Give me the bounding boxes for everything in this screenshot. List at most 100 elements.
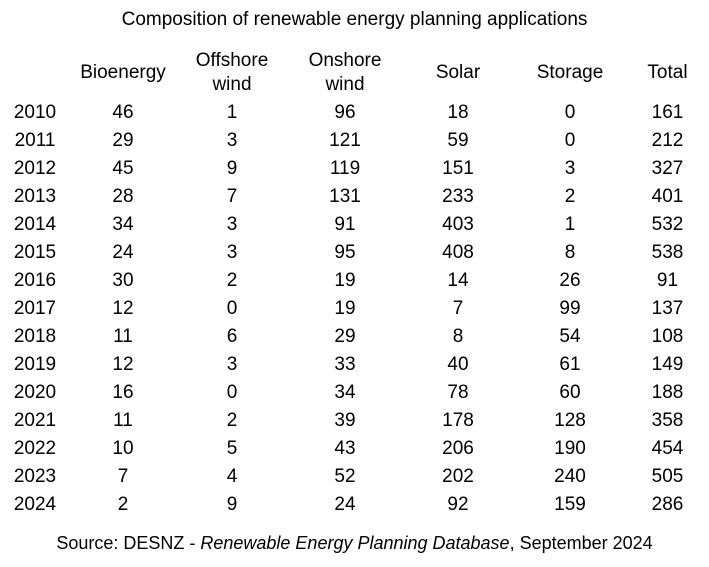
year-cell: 2011 bbox=[14, 130, 56, 151]
value-cell: 327 bbox=[651, 158, 684, 179]
year-cell: 2016 bbox=[13, 270, 57, 291]
source-prefix: Source: DESNZ - bbox=[56, 533, 201, 553]
value-cell: 188 bbox=[651, 382, 684, 403]
year-cell: 2022 bbox=[13, 438, 57, 459]
year-cell: 2017 bbox=[13, 298, 57, 319]
data-table: Bioenergy Offshore wind Onshore wind Sol… bbox=[0, 47, 709, 519]
value-cell: 128 bbox=[554, 410, 586, 431]
year-cell: 2015 bbox=[13, 242, 57, 263]
value-cell: 3 bbox=[226, 242, 238, 263]
value-cell: 212 bbox=[651, 130, 684, 151]
year-cell: 2012 bbox=[13, 158, 57, 179]
value-cell: 206 bbox=[442, 438, 474, 459]
value-cell: 9 bbox=[226, 158, 238, 179]
col-header-storage: Storage bbox=[536, 62, 604, 83]
value-cell: 3 bbox=[564, 158, 576, 179]
table-body: 2010 46 1 96 18 0 161 2011 29 3 121 59 0 212 2012 45 9 11… bbox=[0, 99, 709, 519]
year-cell: 2023 bbox=[13, 466, 57, 487]
value-cell: 19 bbox=[334, 298, 356, 319]
value-cell: 59 bbox=[447, 130, 469, 151]
year-cell: 2010 bbox=[13, 102, 57, 123]
table-row: 2022 10 5 43 206 190 454 bbox=[0, 435, 709, 463]
value-cell: 30 bbox=[112, 270, 134, 291]
value-cell: 0 bbox=[226, 298, 238, 319]
value-cell: 12 bbox=[112, 298, 134, 319]
value-cell: 6 bbox=[226, 326, 238, 347]
value-cell: 61 bbox=[559, 354, 581, 375]
value-cell: 29 bbox=[112, 130, 134, 151]
year-cell: 2013 bbox=[13, 186, 57, 207]
year-cell: 2019 bbox=[13, 354, 57, 375]
table-row: 2013 28 7 131 233 2 401 bbox=[0, 183, 709, 211]
value-cell: 0 bbox=[226, 382, 238, 403]
value-cell: 10 bbox=[112, 438, 134, 459]
value-cell: 28 bbox=[112, 186, 134, 207]
value-cell: 408 bbox=[442, 242, 474, 263]
value-cell: 401 bbox=[651, 186, 684, 207]
value-cell: 7 bbox=[226, 186, 238, 207]
value-cell: 358 bbox=[651, 410, 684, 431]
value-cell: 52 bbox=[334, 466, 356, 487]
value-cell: 505 bbox=[651, 466, 684, 487]
source-suffix: , September 2024 bbox=[509, 533, 653, 553]
col-header-onshore-wind: Onshore wind bbox=[308, 50, 382, 95]
col-header-bioenergy: Bioenergy bbox=[80, 62, 166, 83]
value-cell: 2 bbox=[564, 186, 576, 207]
table-row: 2016 30 2 19 14 26 91 bbox=[0, 267, 709, 295]
value-cell: 91 bbox=[334, 214, 356, 235]
value-cell: 11 bbox=[113, 410, 133, 431]
value-cell: 3 bbox=[226, 214, 238, 235]
value-cell: 92 bbox=[447, 494, 469, 515]
year-cell: 2020 bbox=[13, 382, 57, 403]
value-cell: 0 bbox=[564, 130, 576, 151]
header-row: Bioenergy Offshore wind Onshore wind Sol… bbox=[0, 47, 709, 99]
value-cell: 0 bbox=[564, 102, 576, 123]
value-cell: 149 bbox=[651, 354, 684, 375]
value-cell: 5 bbox=[226, 438, 238, 459]
value-cell: 19 bbox=[334, 270, 356, 291]
value-cell: 538 bbox=[651, 242, 684, 263]
value-cell: 7 bbox=[117, 466, 129, 487]
value-cell: 60 bbox=[559, 382, 581, 403]
value-cell: 1 bbox=[226, 102, 238, 123]
value-cell: 18 bbox=[447, 102, 469, 123]
value-cell: 4 bbox=[226, 466, 238, 487]
value-cell: 9 bbox=[226, 494, 238, 515]
value-cell: 286 bbox=[651, 494, 684, 515]
value-cell: 161 bbox=[651, 102, 684, 123]
value-cell: 151 bbox=[442, 158, 474, 179]
table-row: 2023 7 4 52 202 240 505 bbox=[0, 463, 709, 491]
value-cell: 2 bbox=[226, 410, 238, 431]
value-cell: 108 bbox=[651, 326, 684, 347]
table-row: 2017 12 0 19 7 99 137 bbox=[0, 295, 709, 323]
value-cell: 96 bbox=[334, 102, 356, 123]
value-cell: 233 bbox=[442, 186, 474, 207]
chart-title: Composition of renewable energy planning… bbox=[121, 9, 588, 30]
value-cell: 54 bbox=[559, 326, 581, 347]
value-cell: 178 bbox=[442, 410, 474, 431]
table-row: 2020 16 0 34 78 60 188 bbox=[0, 379, 709, 407]
value-cell: 29 bbox=[334, 326, 356, 347]
value-cell: 78 bbox=[447, 382, 469, 403]
table-row: 2015 24 3 95 408 8 538 bbox=[0, 239, 709, 267]
value-cell: 46 bbox=[112, 102, 134, 123]
value-cell: 39 bbox=[334, 410, 356, 431]
source-note: Source: DESNZ - Renewable Energy Plannin… bbox=[0, 532, 709, 554]
value-cell: 24 bbox=[112, 242, 134, 263]
value-cell: 26 bbox=[559, 270, 581, 291]
value-cell: 8 bbox=[452, 326, 464, 347]
col-header-offshore-wind: Offshore wind bbox=[195, 50, 269, 95]
value-cell: 91 bbox=[656, 270, 679, 291]
col-header-solar: Solar bbox=[435, 62, 481, 83]
value-cell: 3 bbox=[226, 130, 238, 151]
value-cell: 40 bbox=[447, 354, 469, 375]
value-cell: 202 bbox=[442, 466, 474, 487]
table-row: 2021 11 2 39 178 128 358 bbox=[0, 407, 709, 435]
col-header-year bbox=[0, 47, 70, 99]
year-cell: 2014 bbox=[13, 214, 57, 235]
value-cell: 3 bbox=[226, 354, 238, 375]
value-cell: 403 bbox=[442, 214, 474, 235]
value-cell: 8 bbox=[564, 242, 576, 263]
value-cell: 7 bbox=[452, 298, 464, 319]
